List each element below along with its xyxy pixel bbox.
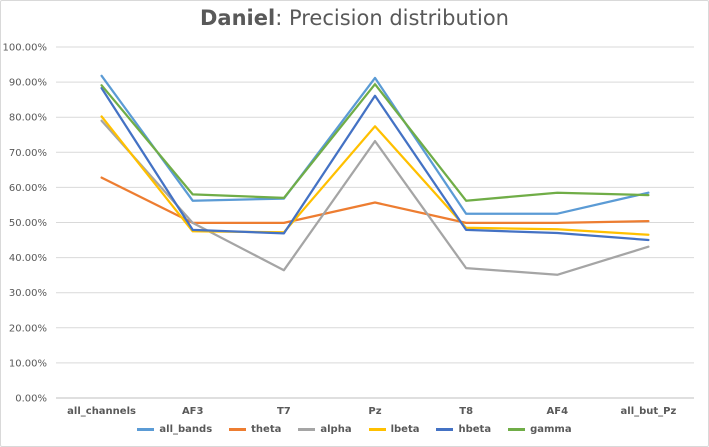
y-tick-label: 0.00% — [15, 394, 47, 405]
legend-item-alpha: alpha — [298, 424, 352, 435]
legend-label: gamma — [530, 424, 572, 435]
x-tick-label: T8 — [459, 406, 473, 417]
legend-item-hbeta: hbeta — [436, 424, 491, 435]
legend-swatch — [229, 428, 247, 431]
x-tick-label: Pz — [368, 406, 381, 417]
x-tick-label: T7 — [277, 406, 291, 417]
legend-swatch — [436, 428, 454, 431]
legend-item-all_bands: all_bands — [137, 424, 212, 435]
series-line-hbeta — [100, 86, 650, 242]
legend-swatch — [368, 428, 386, 431]
y-tick-label: 20.00% — [9, 323, 47, 334]
legend-item-theta: theta — [229, 424, 281, 435]
series-line-all_bands — [100, 74, 650, 215]
y-tick-label: 60.00% — [9, 183, 47, 194]
x-tick-label: AF3 — [182, 406, 204, 417]
x-tick-label: AF4 — [547, 406, 569, 417]
legend-label: theta — [251, 424, 282, 435]
x-tick-label: all_but_Pz — [621, 406, 677, 417]
legend-swatch — [137, 428, 155, 431]
y-tick-label: 30.00% — [9, 288, 47, 299]
series-line-gamma — [100, 83, 650, 202]
y-tick-label: 40.00% — [9, 253, 47, 264]
legend-label: all_bands — [159, 424, 213, 435]
y-tick-label: 80.00% — [9, 113, 47, 124]
chart-title: Daniel: Precision distribution — [0, 6, 709, 30]
y-tick-label: 50.00% — [9, 218, 47, 229]
legend-item-gamma: gamma — [508, 424, 572, 435]
y-tick-label: 100.00% — [3, 43, 48, 54]
chart-title-rest: : Precision distribution — [275, 6, 509, 30]
legend-item-lbeta: lbeta — [368, 424, 420, 435]
series-line-lbeta — [100, 115, 650, 236]
chart-legend: all_bands theta alpha lbeta hbeta gamma — [0, 424, 709, 435]
y-tick-label: 70.00% — [9, 148, 47, 159]
legend-label: hbeta — [458, 424, 492, 435]
y-tick-label: 90.00% — [9, 78, 47, 89]
legend-swatch — [508, 428, 526, 431]
y-tick-label: 10.00% — [9, 358, 47, 369]
legend-swatch — [298, 428, 316, 431]
legend-label: alpha — [320, 424, 352, 435]
series-line-alpha — [100, 119, 650, 276]
chart-title-name: Daniel — [199, 6, 276, 30]
x-tick-label: all_channels — [67, 406, 136, 417]
legend-label: lbeta — [390, 424, 420, 435]
